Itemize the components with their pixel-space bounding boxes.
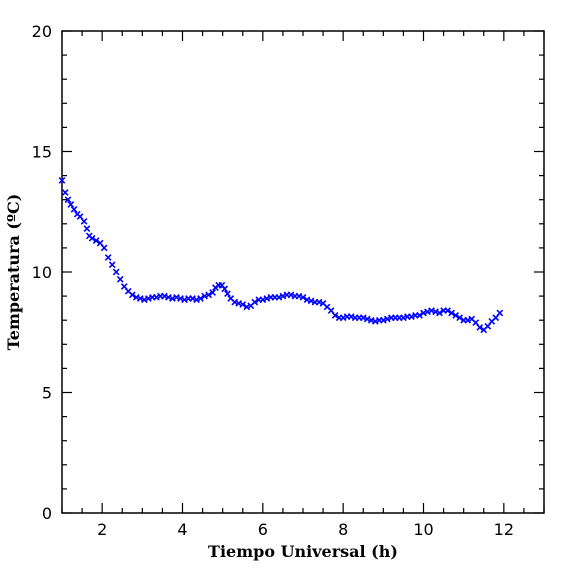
data-point xyxy=(496,309,504,317)
x-tick-label: 10 xyxy=(413,520,433,539)
data-point xyxy=(104,254,112,261)
data-point xyxy=(58,177,66,184)
x-tick-label: 8 xyxy=(338,520,348,539)
data-point xyxy=(61,189,69,196)
data-point xyxy=(92,237,100,245)
data-point xyxy=(444,307,451,314)
data-point xyxy=(197,295,204,302)
y-tick-label: 5 xyxy=(42,384,52,403)
data-point xyxy=(299,293,307,301)
y-tick-label: 0 xyxy=(42,504,52,523)
data-point xyxy=(224,290,231,298)
x-tick-label: 12 xyxy=(494,520,514,539)
data-point xyxy=(239,301,247,308)
data-point xyxy=(331,312,339,319)
data-point xyxy=(416,312,423,319)
data-point xyxy=(128,291,136,299)
y-tick-label: 15 xyxy=(32,143,52,162)
data-point xyxy=(205,291,212,299)
x-axis-label: Tiempo Universal (h) xyxy=(208,542,398,561)
x-tick-label: 4 xyxy=(177,520,187,539)
data-point xyxy=(80,218,88,225)
data-point xyxy=(100,244,108,252)
axis-ticks xyxy=(61,30,545,514)
data-point xyxy=(70,205,78,213)
data-point xyxy=(221,285,229,293)
data-point xyxy=(108,261,116,269)
tick-labels: 2 4 6 8 10 12 0 5 10 15 20 xyxy=(32,22,514,539)
data-point xyxy=(88,234,96,242)
x-tick-label: 2 xyxy=(97,520,107,539)
y-tick-label: 10 xyxy=(32,263,52,282)
data-point xyxy=(64,196,72,204)
data-point xyxy=(456,314,464,322)
data-point xyxy=(116,275,124,283)
data-point xyxy=(83,225,91,232)
x-tick-label: 6 xyxy=(258,520,268,539)
data-point xyxy=(112,268,120,276)
y-axis-label: Temperatura (ºC) xyxy=(4,194,23,351)
data-point xyxy=(476,324,484,331)
data-point xyxy=(436,309,443,317)
data-point xyxy=(209,289,216,296)
y-tick-label: 20 xyxy=(32,22,52,41)
data-point xyxy=(448,309,455,317)
plot-frame xyxy=(61,30,545,514)
data-point xyxy=(67,201,75,208)
data-point xyxy=(251,298,259,306)
data-markers xyxy=(58,177,504,334)
data-point xyxy=(452,312,459,319)
